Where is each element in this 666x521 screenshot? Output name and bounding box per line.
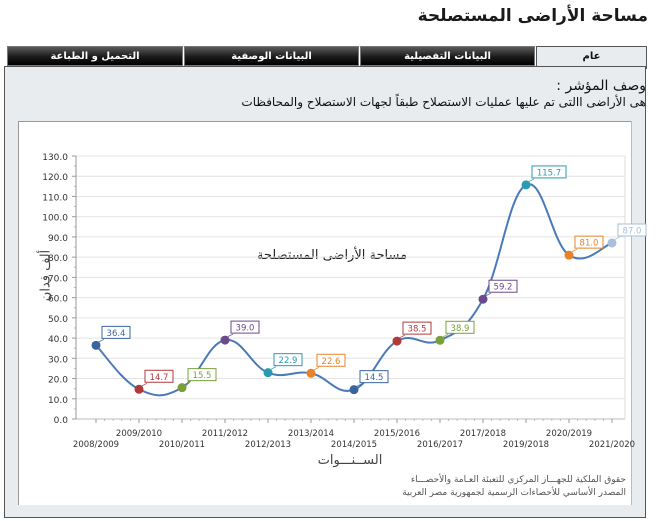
y-axis-label: ألف فدان <box>38 249 54 302</box>
credits-line-2: المصدر الأساسي للأحصاءات الرسمية لجمهوري… <box>402 488 626 498</box>
tab-bar: التحميل و الطباعة البيانات الوصفية البيا… <box>7 46 647 69</box>
indicator-description: هى الأراضى االتى تم عليها عمليات الاستصل… <box>241 95 646 109</box>
credits: حقوق الملكية للجهـــاز المركزي للتعبئة ا… <box>402 474 626 500</box>
chart-title: مساحة الأراضى المستصلحة <box>256 248 408 263</box>
chart-side-bar <box>631 121 644 505</box>
x-axis-label: الســنـــوات <box>317 453 383 468</box>
tab-general[interactable]: عام <box>536 46 647 69</box>
tab-descriptive-data[interactable]: البيانات الوصفية <box>184 46 359 66</box>
credits-line-1: حقوق الملكية للجهـــاز المركزي للتعبئة ا… <box>410 475 626 485</box>
indicator-label: وصف المؤشر : <box>556 78 646 94</box>
tab-download-print[interactable]: التحميل و الطباعة <box>7 46 183 66</box>
page-title: مساحة الأراضى المستصلحة <box>417 6 648 26</box>
chart-container: مساحة الأراضى المستصلحة <box>18 121 644 505</box>
tab-detailed-data[interactable]: البيانات التفصيلية <box>360 46 535 66</box>
